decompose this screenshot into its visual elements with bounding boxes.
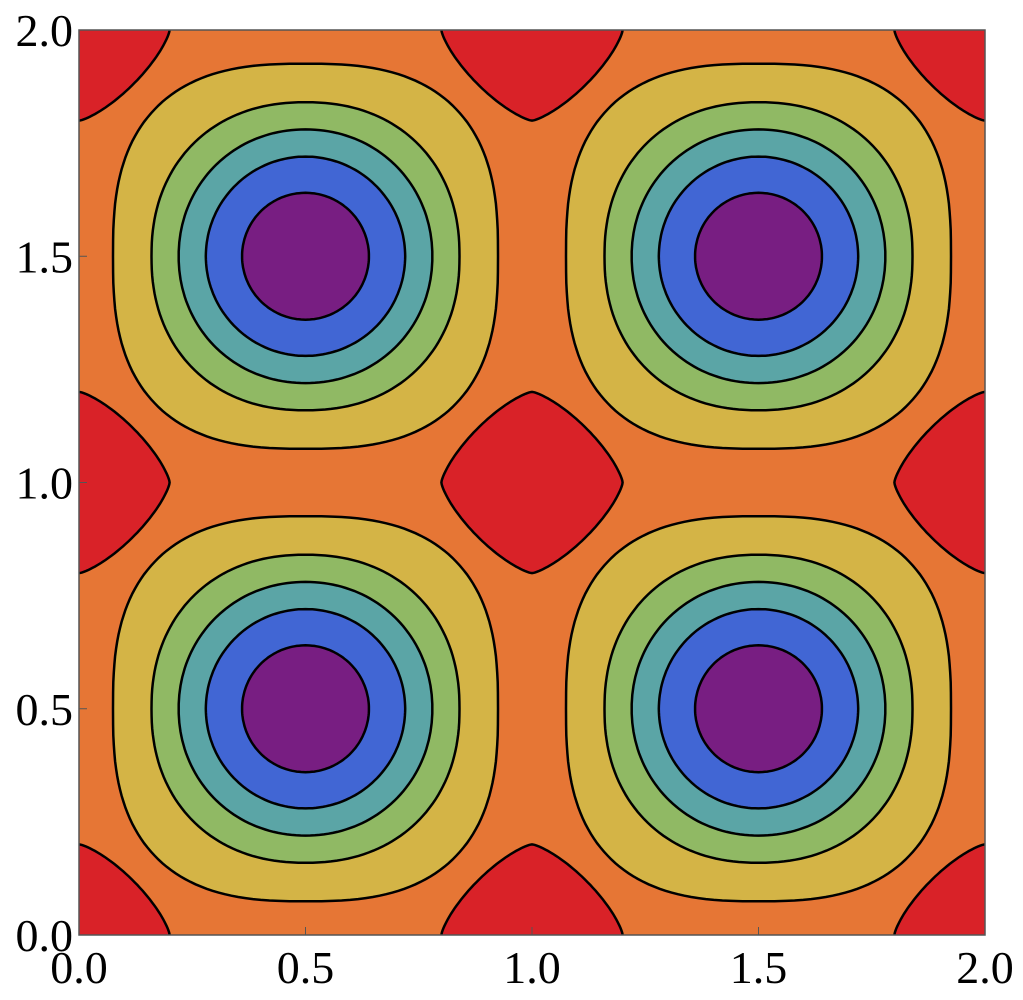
x-tick-label: 0.0 <box>50 942 108 993</box>
contour-region <box>893 390 985 575</box>
contour-region <box>440 30 624 122</box>
contour-region <box>693 644 824 774</box>
x-tick-label: 1.0 <box>503 942 561 993</box>
contour-region <box>440 390 624 575</box>
x-tick-label: 2.0 <box>956 942 1014 993</box>
contour-region <box>240 191 371 321</box>
contour-region <box>79 30 171 122</box>
y-tick-label: 0.0 <box>16 910 74 961</box>
contour-region <box>693 191 824 321</box>
y-tick-label: 1.0 <box>16 458 74 509</box>
contour-region <box>440 843 624 935</box>
y-tick-label: 0.5 <box>16 684 74 735</box>
x-tick-label: 0.5 <box>277 942 335 993</box>
contour-region <box>79 390 171 575</box>
contour-region <box>893 30 985 122</box>
contour-region <box>79 843 171 935</box>
contour-region <box>893 843 985 935</box>
x-tick-label: 1.5 <box>730 942 788 993</box>
y-tick-label: 2.0 <box>16 5 74 56</box>
contour-region <box>240 644 371 774</box>
y-tick-label: 1.5 <box>16 231 74 282</box>
